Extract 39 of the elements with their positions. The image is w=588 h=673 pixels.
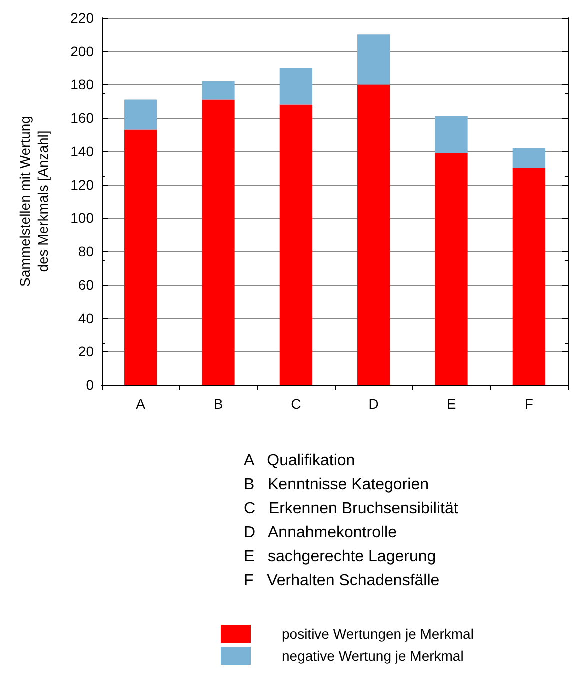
bar <box>512 168 546 385</box>
bar <box>124 130 158 385</box>
bar <box>435 116 468 154</box>
y-tick-label: 200 <box>70 43 94 60</box>
bar <box>124 100 158 130</box>
y-tick-label: 120 <box>70 176 94 193</box>
y-tick-label: 140 <box>70 143 94 160</box>
bar <box>202 100 235 385</box>
text: C Erkennen Bruchsensibilität <box>244 500 459 518</box>
x-tick-label: A <box>136 396 146 412</box>
y-tick-label: 20 <box>78 344 94 360</box>
bar <box>202 81 235 100</box>
y-tick-label: 0 <box>86 377 94 393</box>
legend-label: positive Wertungen je Merkmal <box>282 626 474 642</box>
bar <box>512 148 546 168</box>
y-tick-label: 180 <box>70 76 94 93</box>
y-tick-label: 60 <box>78 276 94 293</box>
x-tick-label: D <box>368 396 379 412</box>
y-tick-label: 40 <box>78 310 94 326</box>
text: A Qualifikation <box>244 452 356 470</box>
y-tick-label: 80 <box>78 244 94 260</box>
x-tick-label: B <box>214 396 224 412</box>
bar <box>358 84 390 385</box>
y-tick-label: 220 <box>70 10 94 26</box>
y-tick-label: 100 <box>70 210 94 226</box>
bar <box>435 153 468 385</box>
bar <box>280 104 312 385</box>
text: F Verhalten Schadensfälle <box>244 572 440 590</box>
text: B Kenntnisse Kategorien <box>244 476 430 494</box>
x-tick-label: F <box>524 396 534 412</box>
x-tick-label: C <box>291 396 302 412</box>
y-axis-title: Sammelstellen mit Wertung des Merkmals [Anzahl] <box>17 116 51 287</box>
x-tick-label: E <box>446 396 456 412</box>
y-tick-label: 160 <box>70 110 94 126</box>
legend-label: negative Wertung je Merkmal <box>282 648 464 664</box>
bar <box>280 68 312 105</box>
text: D Annahmekontrolle <box>244 524 398 542</box>
text: E sachgerechte Lagerung <box>244 548 436 566</box>
bar <box>358 34 390 85</box>
